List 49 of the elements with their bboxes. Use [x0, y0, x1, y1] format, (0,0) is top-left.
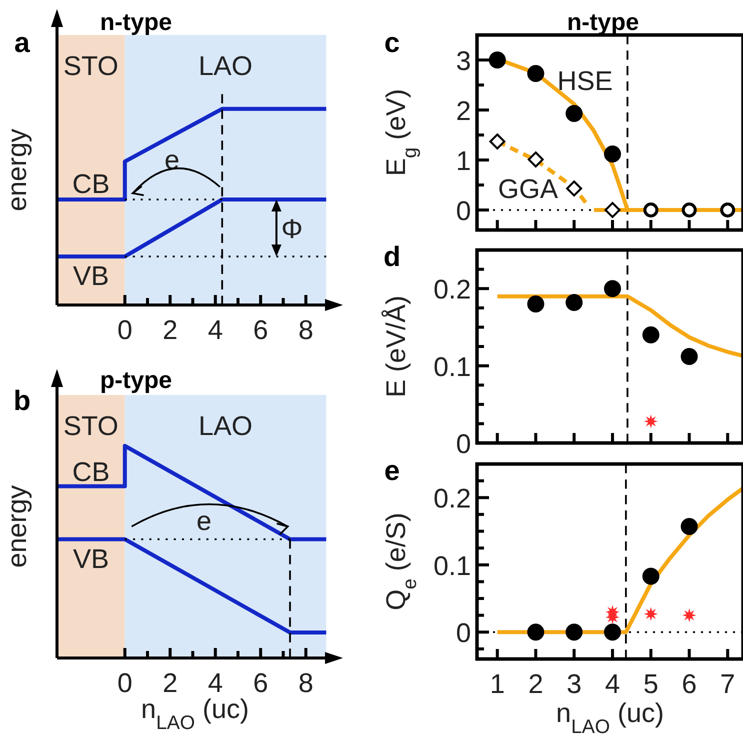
- annotation: CB: [72, 457, 110, 487]
- x-tick-label: 4: [604, 669, 620, 699]
- text: e: [384, 455, 400, 486]
- y-tick-label: 0.1: [433, 352, 471, 382]
- y-axis-title: energy: [2, 128, 32, 212]
- annotation: e: [196, 506, 212, 536]
- x-tick-label: 8: [298, 315, 314, 345]
- band-label: STO: [63, 411, 118, 441]
- text: d: [383, 241, 401, 272]
- y-tick-label: 0: [456, 429, 471, 459]
- y-tick-label: 0.2: [433, 484, 471, 514]
- x-tick-label: 1: [490, 669, 505, 699]
- annotation: VB: [72, 544, 110, 574]
- annotation: VB: [72, 261, 110, 291]
- x-tick-label: 4: [208, 315, 223, 345]
- band-label: STO: [63, 51, 118, 81]
- y-tick-label: 0.2: [433, 274, 471, 305]
- text: a: [14, 27, 30, 58]
- y-tick-label: 1: [456, 146, 471, 176]
- x-tick-label: 0: [117, 315, 132, 345]
- band-label: LAO: [198, 411, 253, 441]
- annotation: GGA: [498, 174, 558, 204]
- y-tick-label: 2: [456, 96, 471, 126]
- y-axis-title: E (eV/Å): [381, 295, 411, 398]
- y-axis-title: energy: [2, 484, 32, 568]
- x-tick-label: 2: [162, 315, 178, 345]
- x-tick-label: 6: [682, 669, 697, 699]
- x-tick-label: 7: [720, 669, 736, 699]
- y-tick-label: 0: [456, 618, 471, 648]
- y-tick-label: 0.1: [433, 550, 471, 581]
- y-tick-label: 0: [456, 196, 471, 226]
- x-tick-label: 6: [253, 315, 268, 345]
- x-tick-label: 6: [253, 668, 268, 698]
- annotation: Φ: [281, 214, 303, 244]
- x-tick-label: 8: [298, 668, 314, 698]
- x-tick-label: 2: [528, 669, 544, 699]
- x-tick-label: 5: [643, 669, 658, 699]
- text: c: [384, 27, 400, 58]
- x-axis-title: n$_{LAO}$ (uc): [556, 698, 664, 738]
- chart-title: p-type: [100, 367, 172, 394]
- x-tick-label: 0: [117, 668, 132, 698]
- x-tick-label: 3: [566, 669, 582, 699]
- annotation: HSE: [557, 66, 613, 96]
- chart-title: n-type: [567, 9, 639, 36]
- annotation: CB: [72, 169, 110, 199]
- text: b: [13, 385, 31, 416]
- y-tick-label: 3: [456, 46, 471, 76]
- band-label: LAO: [198, 51, 253, 81]
- chart-title: n-type: [100, 9, 172, 36]
